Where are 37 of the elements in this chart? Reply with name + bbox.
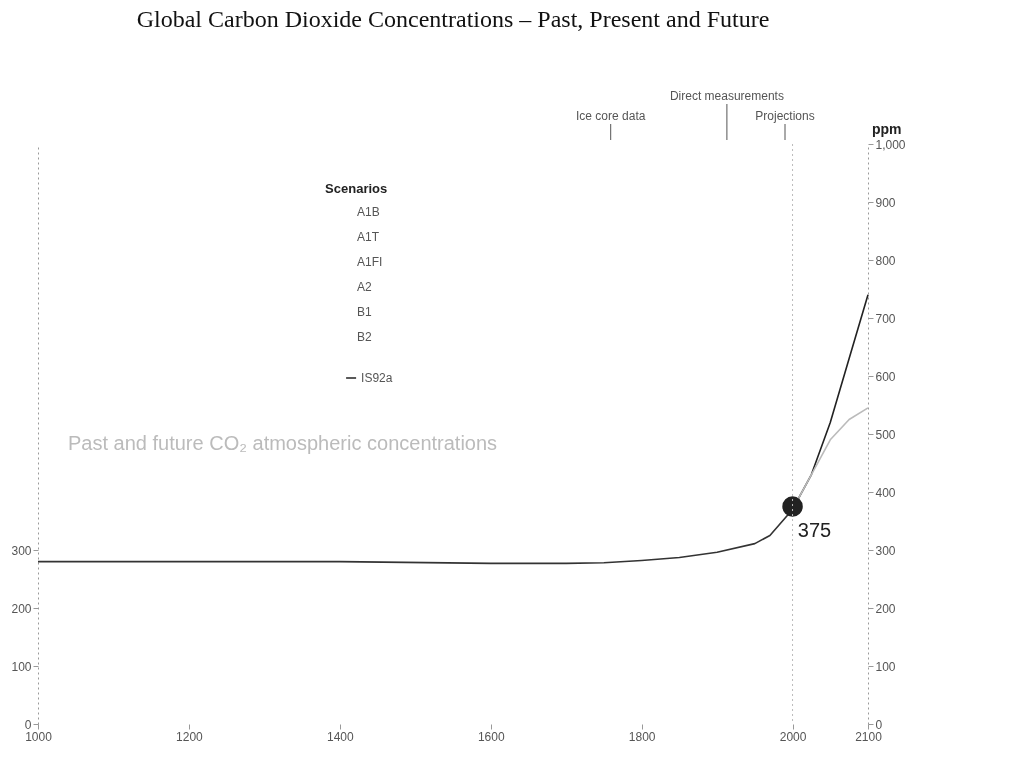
legend-title: Scenarios — [325, 181, 388, 196]
text: Direct measurements — [669, 89, 784, 103]
y2-tick-label: 0 — [875, 717, 883, 732]
annotation: Past and future CO₂ atmospheric concentrations — [68, 432, 498, 454]
x-tick-label: 2100 — [855, 729, 883, 744]
y2-tick-label: 300 — [875, 543, 896, 558]
y2-tick-label: 500 — [875, 427, 896, 442]
text: Ice core data — [576, 109, 646, 123]
y2-tick-label: 600 — [875, 369, 896, 384]
x-tick-label: 1600 — [477, 729, 505, 744]
y2-tick-label: 900 — [875, 195, 896, 210]
x-tick-label: 2000 — [779, 729, 807, 744]
x-tick-label: 1000 — [25, 729, 53, 744]
annotation: A2 — [357, 280, 373, 294]
y-tick-label: 100 — [11, 659, 32, 674]
text: Projections — [755, 109, 815, 123]
y2-tick-label: 700 — [875, 311, 896, 326]
chart-title: Global Carbon Dioxide Concentrations – Past, Present and Future — [136, 6, 770, 32]
x-tick-label: 1200 — [176, 729, 204, 744]
annotation: A1FI — [357, 255, 383, 269]
y2-tick-label: 1,000 — [875, 137, 906, 152]
x-tick-label: 1800 — [628, 729, 656, 744]
y2-tick-label: 100 — [875, 659, 896, 674]
y-tick-label: 300 — [11, 543, 32, 558]
y2-axis-title: ppm — [872, 121, 902, 137]
x-tick-label: 1400 — [326, 729, 354, 744]
annotation: B1 — [357, 305, 373, 319]
data-label: 375 — [797, 518, 832, 541]
legend-label: IS92a — [361, 371, 393, 385]
annotation: B2 — [357, 330, 373, 344]
y2-tick-label: 800 — [875, 253, 896, 268]
annotation: A1B — [357, 205, 380, 219]
y-tick-label: 200 — [11, 601, 32, 616]
y2-tick-label: 400 — [875, 485, 896, 500]
y2-tick-label: 200 — [875, 601, 896, 616]
y-tick-label: 0 — [24, 717, 32, 732]
annotation: A1T — [357, 230, 380, 244]
